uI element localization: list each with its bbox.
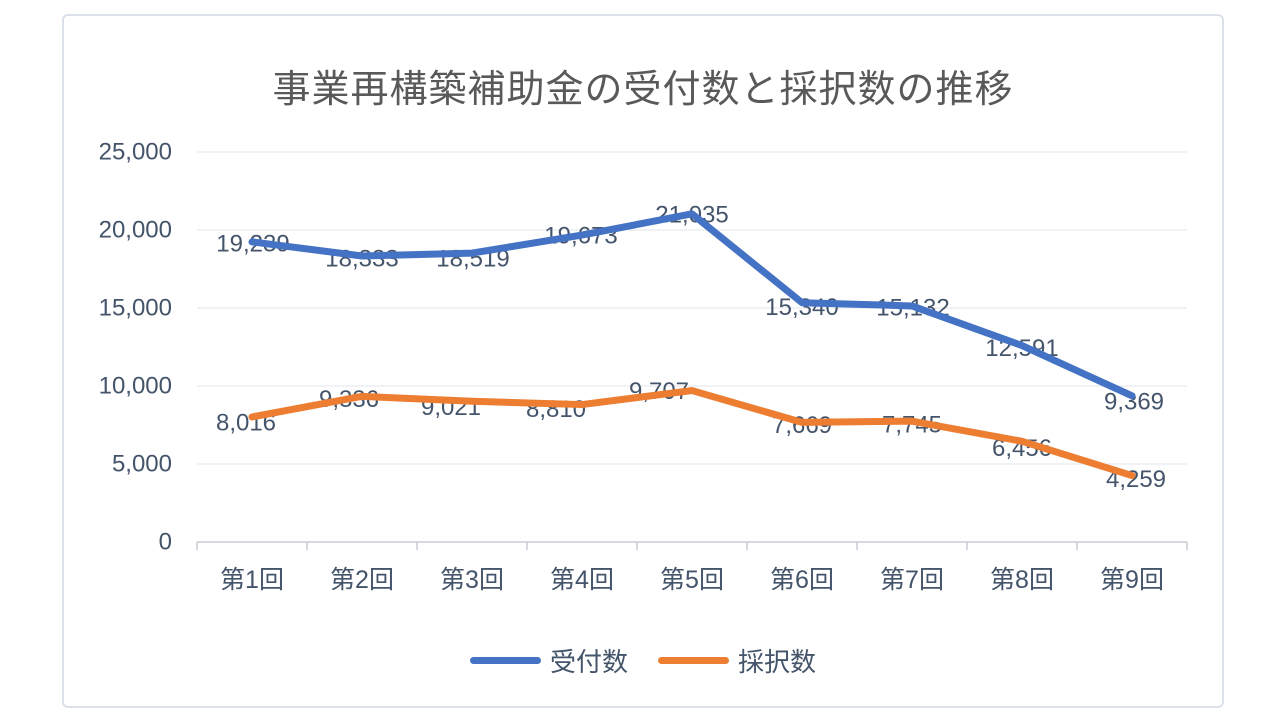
series-line-adoptions bbox=[248, 387, 1136, 480]
x-axis-category-label: 第1回 bbox=[220, 566, 284, 594]
y-axis-tick-label: 20,000 bbox=[99, 217, 172, 244]
y-axis-tick-label: 25,000 bbox=[99, 139, 172, 166]
y-axis-tick-label: 15,000 bbox=[99, 295, 172, 322]
series-line-applications bbox=[248, 210, 1136, 400]
line-chart bbox=[62, 14, 1224, 708]
x-axis-category-label: 第8回 bbox=[990, 566, 1054, 594]
x-axis-category-label: 第9回 bbox=[1100, 566, 1164, 594]
legend: 受付数 採択数 bbox=[62, 642, 1224, 679]
chart-title: 事業再構築補助金の受付数と採択数の推移 bbox=[272, 69, 1014, 111]
legend-line-marker-adoptions bbox=[658, 657, 729, 664]
legend-label-applications: 受付数 bbox=[549, 647, 628, 677]
y-axis-tick-label: 0 bbox=[159, 529, 172, 556]
x-axis-category-label: 第3回 bbox=[440, 566, 504, 594]
legend-item-adoptions: 採択数 bbox=[658, 642, 816, 679]
y-axis-tick-label: 5,000 bbox=[112, 451, 172, 478]
x-axis-category-label: 第2回 bbox=[330, 566, 394, 594]
x-axis-category-label: 第4回 bbox=[550, 566, 614, 594]
x-axis-category-label: 第7回 bbox=[880, 566, 944, 594]
x-axis-category-label: 第5回 bbox=[660, 566, 724, 594]
legend-label-adoptions: 採択数 bbox=[738, 647, 817, 677]
legend-line-marker-applications bbox=[469, 657, 541, 664]
legend-item-applications: 受付数 bbox=[469, 642, 628, 679]
y-axis-tick-label: 10,000 bbox=[99, 373, 172, 400]
x-axis-category-label: 第6回 bbox=[770, 566, 834, 594]
data-label: 9,369 bbox=[1104, 388, 1164, 415]
